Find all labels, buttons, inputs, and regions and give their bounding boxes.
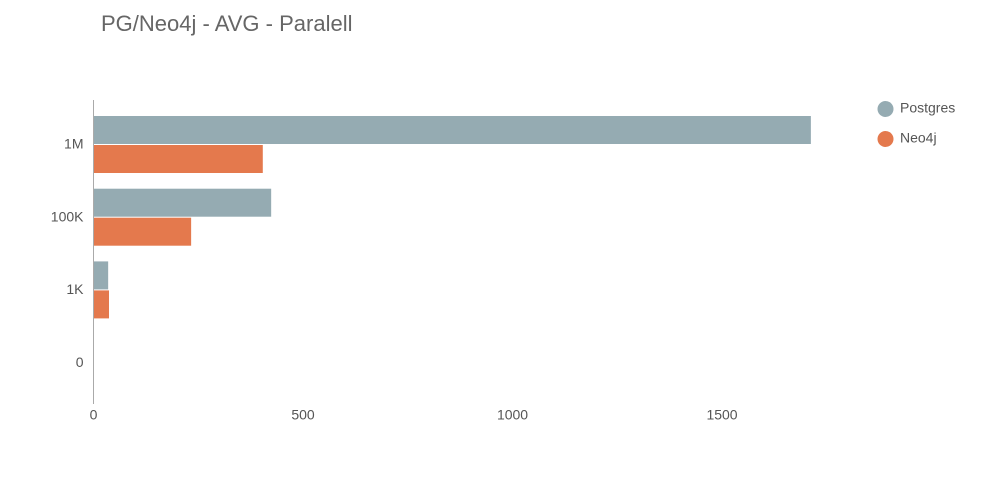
legend-marker: [877, 131, 894, 147]
bar: [93, 217, 192, 246]
bar: [93, 261, 109, 290]
y-tick-label: 0: [76, 354, 84, 370]
x-tick-label: 500: [291, 407, 315, 423]
x-tick-label: 1500: [706, 407, 737, 423]
bar: [93, 188, 272, 217]
x-tick-label: 1000: [497, 407, 528, 423]
bar: [93, 290, 110, 319]
bar: [93, 116, 811, 144]
y-tick-label: 1K: [66, 281, 84, 297]
legend-marker: [877, 101, 894, 117]
y-tick-label: 100K: [51, 208, 84, 224]
y-tick-label: 1M: [64, 136, 83, 152]
legend-label: Postgres: [900, 100, 955, 116]
bar: [93, 145, 263, 173]
chart-title: PG/Neo4j - AVG - Paralell: [101, 11, 352, 36]
legend-label: Neo4j: [900, 130, 937, 146]
x-tick-label: 0: [90, 407, 98, 423]
